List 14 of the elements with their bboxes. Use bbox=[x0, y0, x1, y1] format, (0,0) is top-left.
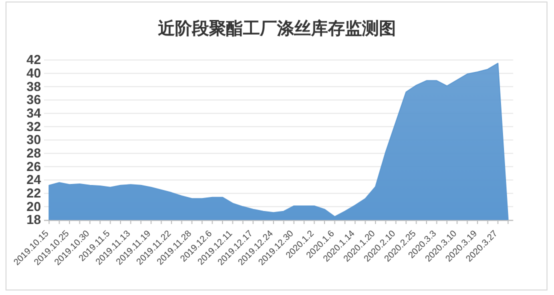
y-tick-label: 24 bbox=[26, 172, 42, 188]
y-tick-label: 42 bbox=[26, 52, 41, 68]
y-tick-label: 22 bbox=[26, 185, 41, 200]
y-tick-label: 32 bbox=[26, 118, 41, 134]
y-tick-label: 34 bbox=[26, 105, 42, 120]
chart-title: 近阶段聚酯工厂涤丝库存监测图 bbox=[157, 19, 396, 39]
y-tick-label: 36 bbox=[26, 92, 41, 108]
y-tick-label: 20 bbox=[26, 198, 41, 214]
y-tick-label: 28 bbox=[26, 145, 41, 160]
y-tick-label: 26 bbox=[26, 158, 41, 174]
y-tick-label: 38 bbox=[26, 78, 41, 94]
y-tick-label: 18 bbox=[26, 212, 41, 228]
y-tick-label: 40 bbox=[26, 65, 41, 80]
y-tick-label: 30 bbox=[26, 132, 41, 148]
